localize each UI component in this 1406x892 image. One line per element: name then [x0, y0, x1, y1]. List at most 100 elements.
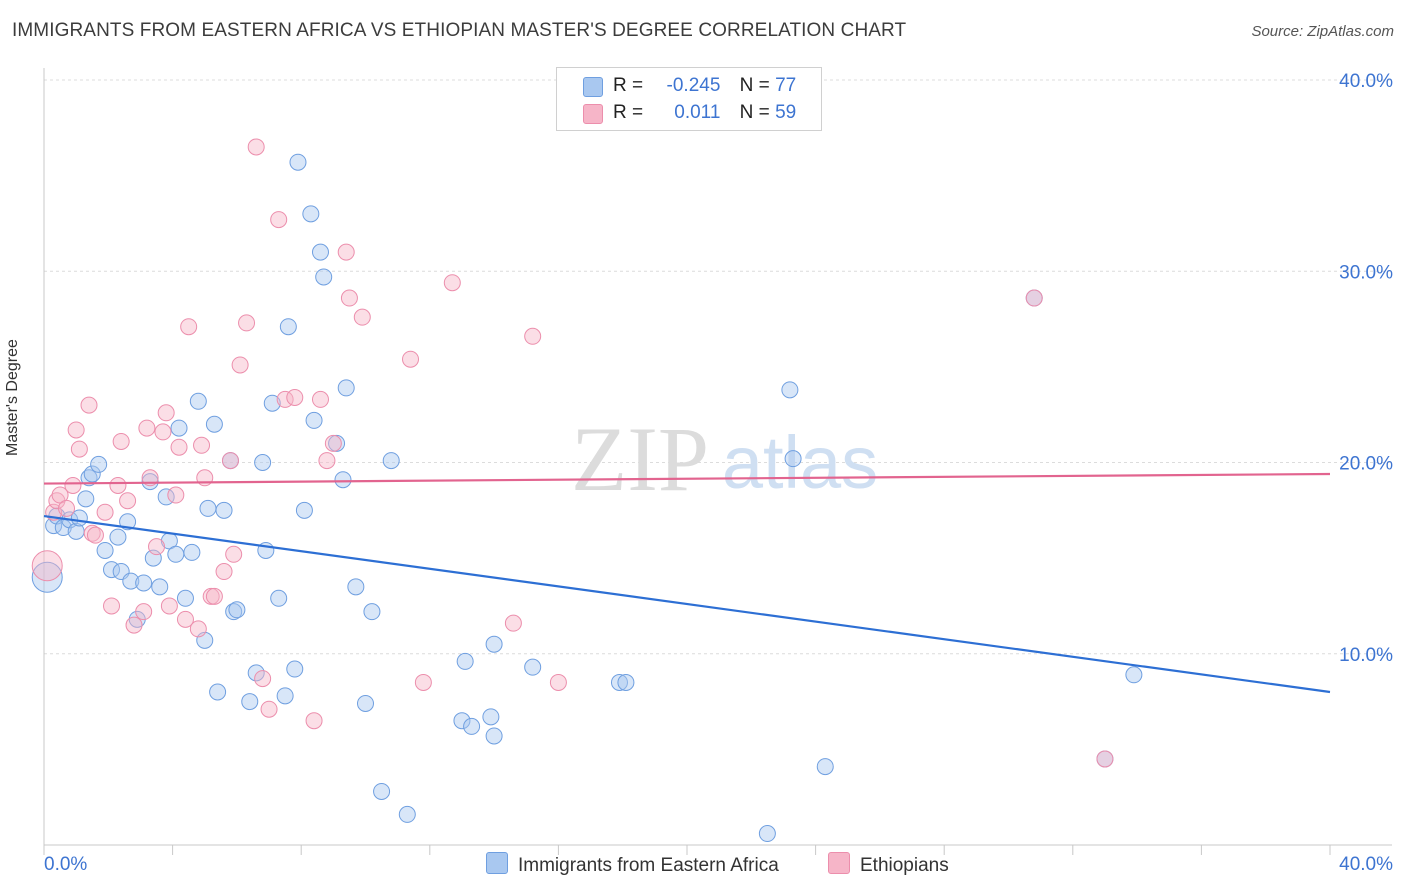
blue-data-point	[96, 541, 114, 559]
pink-data-point	[83, 524, 101, 542]
blue-data-point	[205, 415, 223, 433]
pink-data-point	[180, 318, 198, 336]
pink-swatch-icon	[828, 852, 850, 874]
pink-data-point	[225, 545, 243, 563]
blue-data-point	[311, 243, 329, 261]
blue-data-point	[482, 708, 500, 726]
blue-data-point	[263, 394, 281, 412]
pink-data-point	[189, 620, 207, 638]
blue-data-point	[228, 601, 246, 619]
pink-data-point	[170, 438, 188, 456]
pink-data-point	[86, 526, 104, 544]
blue-data-point	[241, 693, 259, 711]
data-points	[31, 138, 1143, 843]
blue-data-point	[286, 660, 304, 678]
pink-data-point	[96, 503, 114, 521]
blue-swatch-icon	[486, 852, 508, 874]
blue-data-point	[225, 603, 243, 621]
blue-data-point	[270, 589, 288, 607]
pink-data-point	[337, 243, 355, 261]
blue-data-point	[610, 673, 628, 691]
blue-data-point	[176, 589, 194, 607]
blue-data-point	[31, 561, 63, 593]
blue-data-point	[485, 635, 503, 653]
pink-data-point	[119, 492, 137, 510]
legend-n-value: 59	[775, 102, 797, 123]
blue-data-point	[315, 268, 333, 286]
blue-data-point	[347, 578, 365, 596]
pink-data-point	[215, 563, 233, 581]
pink-data-point	[112, 432, 130, 450]
legend-n-label: N =	[739, 75, 770, 96]
blue-data-point	[209, 683, 227, 701]
pink-data-point	[353, 308, 371, 326]
pink-data-point	[157, 404, 175, 422]
pink-data-point	[231, 356, 249, 374]
blue-data-point	[357, 694, 374, 712]
blue-data-point	[463, 717, 481, 735]
blue-data-point	[151, 578, 169, 596]
blue-data-point	[276, 687, 294, 705]
axes	[43, 68, 1392, 855]
source-label: Source: ZipAtlas.com	[1251, 23, 1394, 40]
y-axis-label: Master's Degree	[4, 339, 21, 456]
pink-data-point	[324, 434, 342, 452]
blue-data-point	[456, 652, 474, 670]
pink-data-point	[205, 587, 223, 605]
blue-data-point	[485, 727, 503, 745]
pink-data-point	[549, 673, 567, 691]
blue-data-point	[122, 572, 140, 590]
blue-data-point	[758, 825, 776, 843]
pink-data-point	[443, 274, 461, 292]
blue-trend-line	[43, 514, 1331, 694]
pink-data-point	[286, 388, 304, 406]
y-tick-label: 20.0%	[1339, 454, 1393, 475]
blue-data-point	[453, 712, 471, 730]
pink-data-point	[80, 396, 98, 414]
blue-data-point	[279, 318, 297, 336]
tick-labels: 10.0% 20.0% 30.0% 40.0% 0.0% 40.0%	[44, 71, 1393, 875]
pink-swatch-icon	[583, 104, 603, 124]
bottom-legend-series1: Immigrants from Eastern Africa	[486, 852, 779, 877]
blue-data-point	[77, 490, 95, 508]
pink-data-point	[31, 550, 63, 582]
pink-data-point	[221, 452, 239, 470]
legend-n-label: N =	[739, 102, 770, 123]
blue-data-point	[135, 574, 153, 592]
bottom-legend-series2: Ethiopians	[828, 852, 949, 877]
pink-data-point	[254, 670, 272, 688]
pink-data-point	[70, 440, 88, 458]
blue-data-point	[784, 450, 802, 468]
blue-data-point	[183, 543, 201, 561]
blue-data-point	[337, 379, 355, 397]
pink-data-point	[1096, 750, 1114, 768]
x-tick-label: 40.0%	[1339, 854, 1393, 875]
legend-r-label: R =	[613, 102, 644, 123]
pink-data-point	[247, 138, 265, 156]
pink-data-point	[1025, 289, 1043, 307]
blue-data-point	[170, 419, 188, 437]
blue-data-point	[302, 205, 320, 223]
pink-data-point	[270, 211, 288, 229]
blue-data-point	[816, 758, 834, 776]
legend-r-value: -0.245	[666, 75, 721, 96]
bottom-legend-label: Immigrants from Eastern Africa	[518, 855, 779, 876]
pink-data-point	[414, 673, 432, 691]
blue-data-point	[199, 499, 217, 517]
blue-data-point	[247, 664, 265, 682]
correlation-legend: R = -0.245 N = 77 R = 0.011 N = 59	[556, 67, 822, 131]
blue-data-point	[254, 454, 272, 471]
pink-data-point	[402, 350, 420, 368]
pink-data-point	[138, 419, 156, 437]
pink-trend-line	[43, 472, 1331, 485]
blue-data-point	[83, 465, 101, 483]
pink-data-point	[311, 390, 329, 408]
blue-data-point	[617, 673, 635, 691]
blue-data-point	[305, 411, 323, 429]
pink-data-point	[160, 597, 178, 615]
blue-data-point	[363, 603, 381, 621]
blue-data-point	[398, 805, 416, 823]
trend-lines	[43, 472, 1331, 694]
y-tick-label: 30.0%	[1339, 262, 1393, 283]
